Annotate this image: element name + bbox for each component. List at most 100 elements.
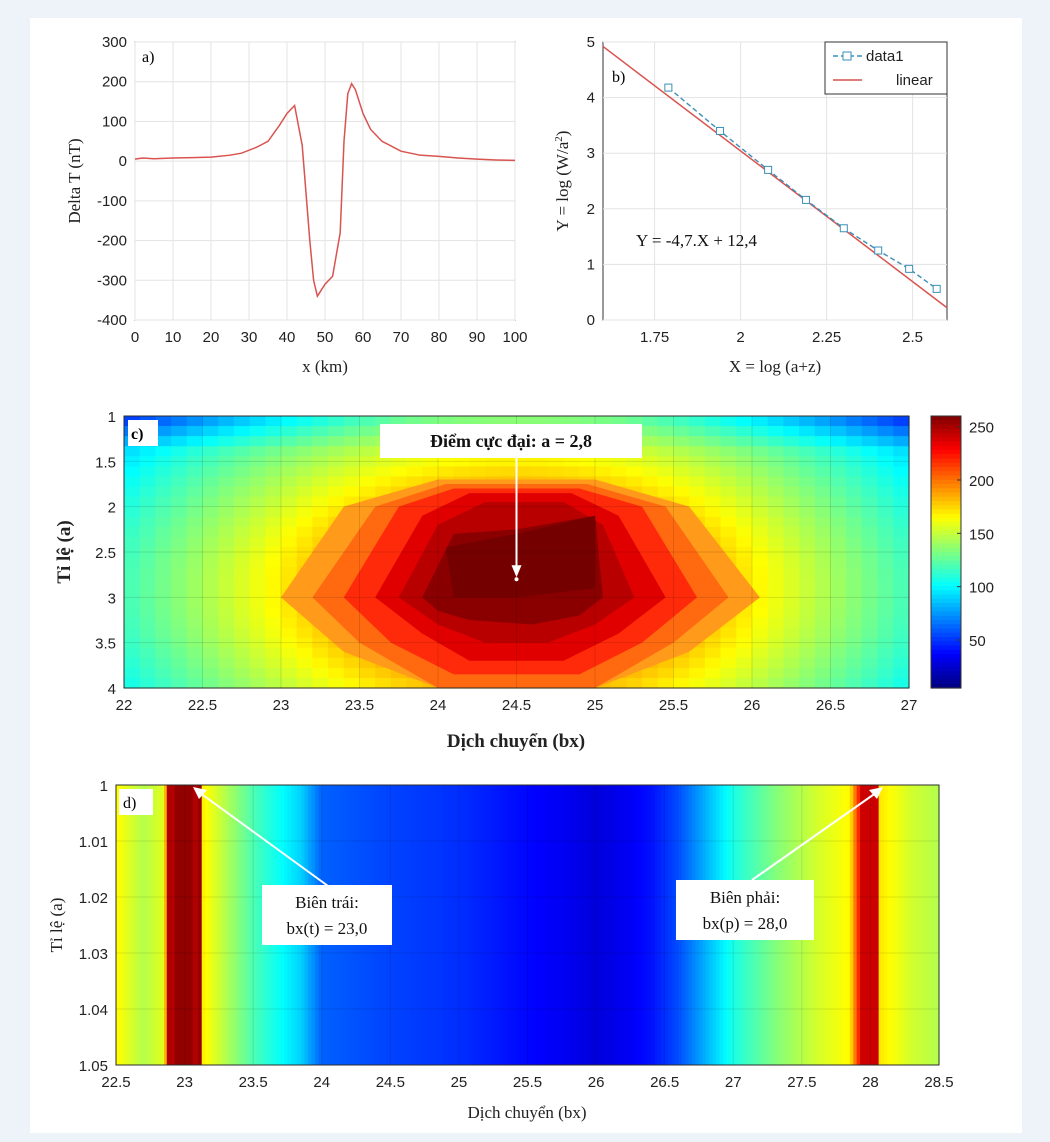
panel-c-heat-cell	[155, 557, 172, 568]
panel-c-heat-cell	[877, 506, 894, 518]
panel-c-heat-cell	[281, 536, 298, 548]
panel-d-heat-column	[561, 785, 566, 1065]
panel-c-heat-cell	[689, 496, 706, 508]
panel-c-heat-cell	[124, 536, 141, 548]
panel-c-heat-cell	[124, 516, 141, 528]
panel-c-xtick-label: 23	[273, 697, 290, 714]
panel-c-heat-cell	[799, 416, 816, 427]
panel-c-heat-cell	[877, 426, 894, 437]
panel-c-heat-cell	[233, 486, 251, 498]
panel-c-heat-cell	[861, 466, 879, 478]
panel-c-heat-cell	[814, 647, 832, 659]
panel-a-xtick-label: 50	[317, 329, 334, 346]
panel-c-colorbar: 250 200 150 100 50	[930, 415, 994, 689]
panel-c-heat-cell	[249, 496, 266, 508]
panel-c-heat-cell	[752, 607, 769, 619]
panel-d-ytick-label: 1.02	[79, 890, 108, 907]
panel-c-heat-cell	[736, 557, 753, 568]
panel-d-heat-column	[657, 785, 662, 1065]
panel-d-heat-column	[592, 785, 597, 1065]
panel-c-heat-cell	[155, 617, 172, 629]
panel-c-heat-cell	[704, 677, 722, 689]
panel-c-heat-cell	[218, 516, 235, 528]
panel-c-heat-cell	[893, 657, 910, 669]
panel-c-heat-cell	[233, 587, 251, 598]
panel-d-heat-column	[846, 785, 851, 1065]
panel-d-heat-column	[818, 785, 824, 1065]
panel-c-heat-cell	[830, 506, 847, 518]
panel-d-heat-column	[256, 785, 261, 1065]
panel-c-heat-cell	[218, 577, 235, 588]
panel-c-heat-cell	[861, 577, 879, 588]
panel-d-heat-column	[626, 785, 631, 1065]
panel-c-heat-cell	[579, 466, 596, 478]
panel-c-heat-cell	[736, 526, 753, 538]
panel-c-heat-cell	[202, 536, 219, 548]
panel-c-heat-cell	[249, 677, 266, 689]
panel-d-ytick-label: 1.04	[79, 1002, 108, 1019]
panel-c-heat-cell	[124, 526, 141, 538]
panel-c-heat-cell	[249, 617, 266, 629]
panel-c-heat-cell	[139, 516, 156, 528]
panel-c-heat-cell	[218, 647, 235, 659]
panel-c-heat-cell	[673, 466, 690, 478]
panel-c-heat-cell	[375, 486, 392, 498]
panel-a-xtick-label: 0	[131, 329, 139, 346]
panel-c-heat-cell	[689, 436, 706, 447]
panel-d-heat-column	[513, 785, 518, 1065]
panel-c-xtick-label: 26.5	[816, 697, 845, 714]
panel-c-heat-cell	[281, 617, 298, 629]
panel-c-heat-cell	[171, 456, 188, 467]
panel-c-heat-cell	[657, 486, 675, 498]
panel-c-heat-cell	[814, 627, 832, 639]
panel-c-heat-cell	[265, 536, 282, 548]
panel-c-heat-cell	[500, 416, 518, 427]
panel-d-heat-column	[222, 785, 227, 1065]
panel-c-heat-cell	[390, 466, 408, 478]
panel-d-heat-column	[212, 785, 217, 1065]
panel-c-heat-cell	[814, 436, 832, 447]
panel-c-heat-cell	[124, 657, 141, 669]
panel-c-ytick-label: 4	[108, 681, 116, 698]
panel-d-heat-column	[856, 785, 861, 1065]
panel-d-heat-column	[935, 785, 940, 1065]
panel-c-heat-cell	[328, 647, 345, 659]
panel-c-heat-cell	[783, 486, 800, 498]
panel-b-data1-point	[905, 264, 914, 273]
panel-d-heat-column	[609, 785, 614, 1065]
panel-d-heat-column	[534, 785, 539, 1065]
panel-c-heat-cell	[124, 677, 141, 689]
panel-c-heat-cell	[218, 657, 235, 669]
panel-c-heat-cell	[767, 567, 784, 578]
panel-c-heat-cell	[893, 577, 910, 588]
panel-d-heat-column	[911, 785, 916, 1065]
panel-c-heat-cell	[124, 446, 141, 457]
panel-c-heat-cell	[296, 496, 313, 508]
panel-c-heat-cell	[689, 677, 706, 689]
panel-c-heat-cell	[155, 506, 172, 518]
panel-c-heat-cell	[814, 446, 832, 457]
colorbar-step	[931, 611, 961, 617]
panel-c-heat-cell	[720, 426, 737, 437]
panel-c-heat-cell	[861, 456, 879, 467]
panel-c-heat-cell	[720, 526, 737, 538]
panel-d-heat-column	[928, 785, 933, 1065]
colorbar-step	[931, 603, 961, 608]
panel-c-heat-cell	[830, 476, 847, 488]
panel-c-heat-cell	[799, 637, 816, 649]
panel-c-heat-cell	[830, 466, 847, 478]
panel-c-heat-cell	[218, 526, 235, 538]
panel-a-ylabel: Delta T (nT)	[65, 138, 84, 223]
panel-c-heat-cell	[281, 677, 298, 689]
panel-d-heat-column	[428, 785, 433, 1065]
panel-c-heat-cell	[343, 436, 361, 447]
panel-c-heat-cell	[893, 627, 910, 639]
panel-c-heat-cell	[438, 416, 455, 427]
panel-c-heat-cell	[595, 456, 612, 467]
panel-c-heat-cell	[265, 607, 282, 619]
panel-c-heat-cell	[186, 506, 204, 518]
panel-c-heat-cell	[202, 577, 219, 588]
panel-c-heat-cell	[281, 446, 298, 457]
panel-c-heat-cell	[736, 466, 753, 478]
panel-d-heat-column	[472, 785, 477, 1065]
